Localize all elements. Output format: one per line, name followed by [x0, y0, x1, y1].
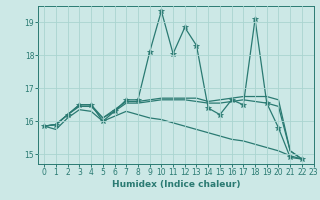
X-axis label: Humidex (Indice chaleur): Humidex (Indice chaleur): [112, 180, 240, 189]
